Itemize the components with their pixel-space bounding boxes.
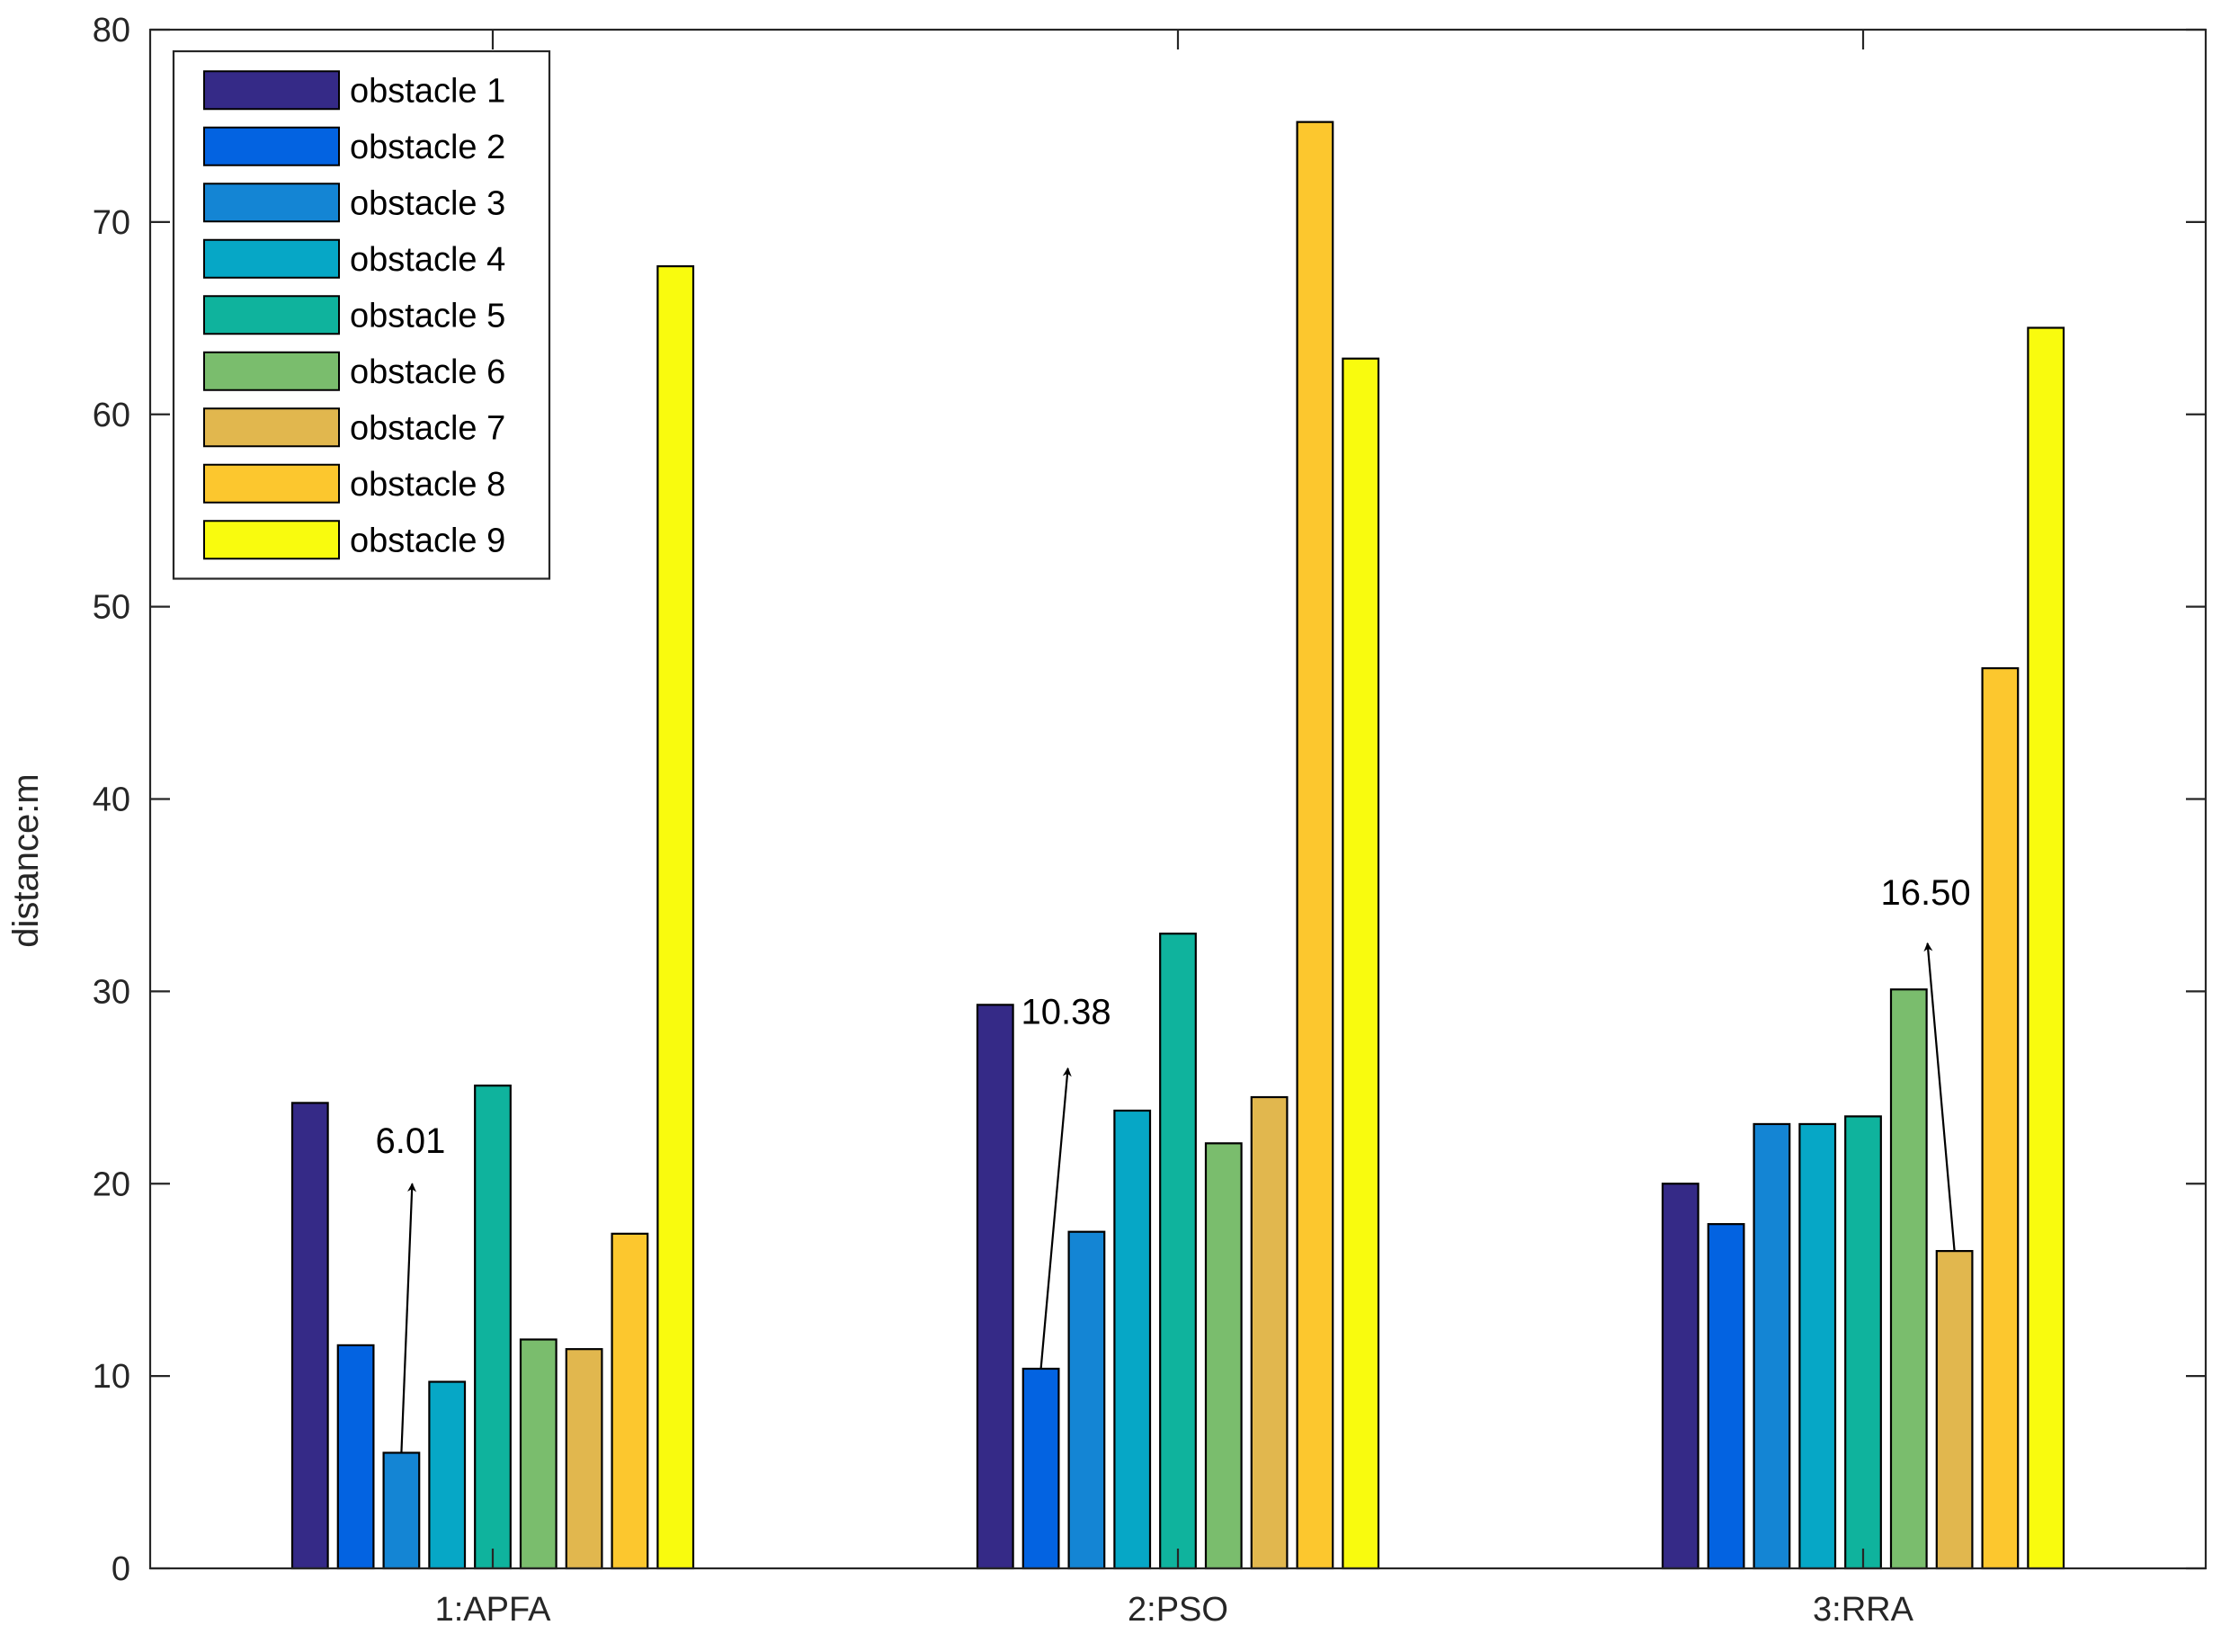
x-tick-label: 2:PSO: [1128, 1591, 1228, 1629]
bar-2-8: [1296, 121, 1334, 1570]
bars: [290, 121, 2065, 1570]
bar-1-2: [336, 1344, 375, 1570]
bar-2-9: [1342, 357, 1380, 1570]
legend: obstacle 1 obstacle 2 obstacle 3 obstacle 4…: [172, 49, 551, 580]
legend-swatch: [203, 295, 340, 335]
bar-1-6: [519, 1338, 557, 1570]
bar-3-7: [1935, 1250, 1974, 1570]
bar-1-4: [428, 1380, 467, 1570]
bar-2-4: [1113, 1109, 1152, 1570]
x-tick-label: 3:RRA: [1813, 1591, 1914, 1629]
legend-swatch: [203, 407, 340, 448]
bar-3-4: [1798, 1122, 1837, 1570]
y-tick-label: 80: [93, 12, 130, 49]
bar-2-1: [976, 1004, 1014, 1570]
legend-label: obstacle 4: [350, 241, 505, 279]
bar-2-7: [1250, 1095, 1289, 1570]
bar-3-3: [1753, 1122, 1791, 1570]
legend-label: obstacle 6: [350, 353, 505, 391]
bar-3-5: [1844, 1115, 1882, 1570]
bar-1-9: [656, 264, 695, 1570]
legend-label: obstacle 5: [350, 297, 505, 335]
legend-swatch: [203, 183, 340, 223]
legend-label: obstacle 2: [350, 129, 505, 166]
annotation-label: 10.38: [1021, 993, 1111, 1032]
annotation-arrow: [1923, 942, 1956, 1252]
bar-1-1: [290, 1102, 329, 1570]
y-axis-label: distance:m: [6, 773, 46, 947]
y-tick-label: 40: [93, 781, 130, 819]
annotation-label: 16.50: [1881, 873, 1971, 913]
y-tick-label: 10: [93, 1358, 130, 1396]
bar-2-3: [1067, 1230, 1106, 1570]
legend-label: obstacle 3: [350, 184, 505, 222]
y-tick-label: 70: [93, 204, 130, 242]
bar-2-6: [1204, 1142, 1243, 1570]
y-tick-label: 0: [111, 1550, 130, 1588]
bar-3-2: [1707, 1223, 1745, 1570]
legend-swatch: [203, 520, 340, 560]
bar-1-5: [474, 1085, 512, 1570]
legend-swatch: [203, 351, 340, 391]
bar-3-8: [1981, 666, 2020, 1570]
x-tick-label: 1:APFA: [435, 1591, 551, 1629]
legend-label: obstacle 9: [350, 522, 505, 559]
annotation-arrow: [400, 1183, 417, 1453]
bar-1-3: [382, 1451, 421, 1570]
bar-1-7: [565, 1348, 603, 1570]
legend-swatch: [203, 238, 340, 279]
bar-3-1: [1661, 1183, 1699, 1570]
legend-label: obstacle 7: [350, 409, 505, 447]
bar-3-6: [1889, 988, 1928, 1570]
legend-label: obstacle 8: [350, 466, 505, 504]
annotation-label: 6.01: [375, 1121, 445, 1161]
legend-label: obstacle 1: [350, 72, 505, 110]
axes: 0 10 20 30 40 50 60 70 80 1:APFA 2:PSO 3:RRA: [93, 12, 2208, 1629]
legend-swatch: [203, 70, 340, 111]
y-tick-label: 20: [93, 1165, 130, 1203]
bar-1-8: [611, 1232, 649, 1570]
y-tick-label: 60: [93, 397, 130, 434]
annotations: 6.01 10.38 16.50: [375, 873, 1971, 1453]
bar-3-9: [2027, 326, 2065, 1570]
bar-2-5: [1159, 933, 1197, 1570]
y-tick-label: 50: [93, 589, 130, 627]
legend-swatch: [203, 126, 340, 166]
legend-swatch: [203, 463, 340, 504]
y-tick-label: 30: [93, 973, 130, 1011]
annotation-arrow: [1039, 1067, 1072, 1370]
bar-2-2: [1021, 1367, 1060, 1570]
